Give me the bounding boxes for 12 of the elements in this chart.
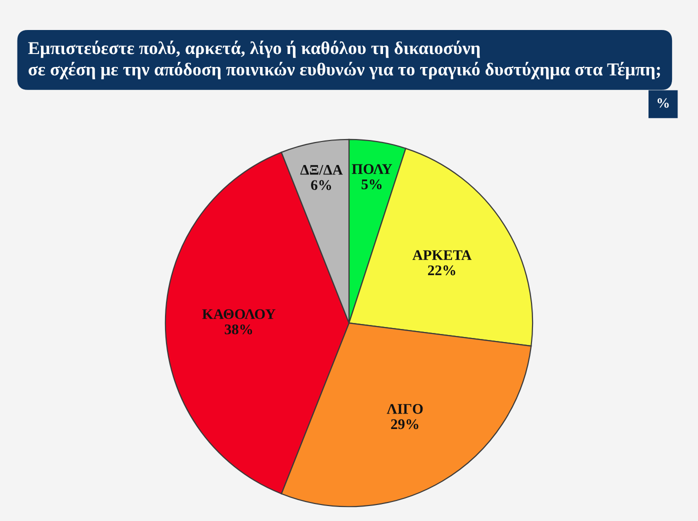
data-label: 29% [391, 419, 418, 430]
slice-label: ΠΟΛΥ [352, 164, 392, 174]
data-label: 38% [224, 324, 252, 334]
text: % [658, 98, 669, 108]
slice-label: ΚΑΘΟΛΟΥ [202, 309, 276, 320]
slice-label: ΔΞ/ΔΑ [300, 165, 343, 175]
slice-label: ΑΡΚΕΤΑ [412, 250, 472, 260]
slice-label: ΛΙΓΟ [386, 404, 423, 414]
data-label: 22% [428, 265, 456, 276]
data-label: 6% [311, 180, 332, 190]
data-label: 5% [362, 179, 382, 190]
chart-title: Εμπιστεύεστε πολύ, αρκετά, λίγο ή καθόλου τη δικαιοσύνη σε σχέση με την απόδοση ποινικών ευθυνών για το τραγικό δυστύχημα στα Τέμπη; [28, 40, 660, 80]
